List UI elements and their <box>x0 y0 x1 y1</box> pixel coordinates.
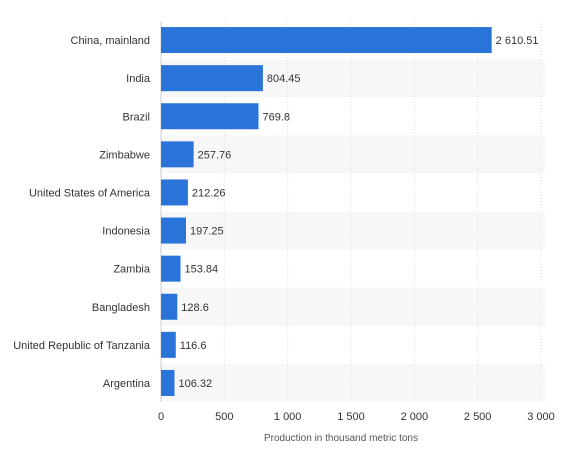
value-label: 804.45 <box>267 73 301 85</box>
bar[interactable] <box>161 293 178 320</box>
value-label: 197.25 <box>190 226 224 238</box>
row-band <box>161 287 545 326</box>
category-label: Zimbabwe <box>99 149 150 161</box>
x-tick-label: 500 <box>215 411 233 423</box>
bar[interactable] <box>161 331 176 358</box>
category-label: Argentina <box>103 378 151 390</box>
bar[interactable] <box>161 27 492 54</box>
x-tick-label: 2 000 <box>401 411 429 423</box>
value-label: 769.8 <box>263 111 291 123</box>
category-labels: China, mainland India Brazil Zimbabwe United… <box>13 35 151 390</box>
x-tick-label: 1 000 <box>274 411 302 423</box>
x-tick-label: 2 500 <box>464 411 492 423</box>
category-label: United States of America <box>29 187 151 199</box>
value-label: 116.6 <box>180 340 207 352</box>
x-axis-ticks: 0 500 1 000 1 500 2 000 2 500 3 000 <box>158 411 555 423</box>
row-bands <box>161 59 545 402</box>
category-label: Bangladesh <box>92 302 150 314</box>
bar[interactable] <box>161 103 259 130</box>
category-label: Zambia <box>113 264 151 276</box>
bar[interactable] <box>161 141 194 168</box>
value-labels: 2 610.51 804.45 769.8 257.76 212.26 197.25 153… <box>178 35 538 390</box>
x-tick-label: 1 500 <box>337 411 365 423</box>
bar[interactable] <box>161 65 263 92</box>
bar[interactable] <box>161 255 181 282</box>
category-label: Brazil <box>122 111 150 123</box>
category-label: India <box>126 73 151 85</box>
category-label: China, mainland <box>71 35 151 47</box>
value-label: 212.26 <box>192 187 226 199</box>
bar[interactable] <box>161 179 188 206</box>
value-label: 128.6 <box>181 302 209 314</box>
row-band <box>161 135 545 174</box>
value-label: 153.84 <box>184 264 218 276</box>
x-axis-title: Production in thousand metric tons <box>264 433 418 444</box>
row-band <box>161 363 545 402</box>
category-label: Indonesia <box>102 226 151 238</box>
bar[interactable] <box>161 217 186 244</box>
bars <box>161 27 492 396</box>
x-tick-label: 0 <box>158 411 164 423</box>
value-label: 2 610.51 <box>496 35 539 47</box>
bar[interactable] <box>161 369 175 396</box>
value-label: 257.76 <box>198 149 232 161</box>
value-label: 106.32 <box>178 378 212 390</box>
category-label: United Republic of Tanzania <box>13 340 151 352</box>
x-tick-label: 3 000 <box>527 411 555 423</box>
row-band <box>161 211 545 250</box>
